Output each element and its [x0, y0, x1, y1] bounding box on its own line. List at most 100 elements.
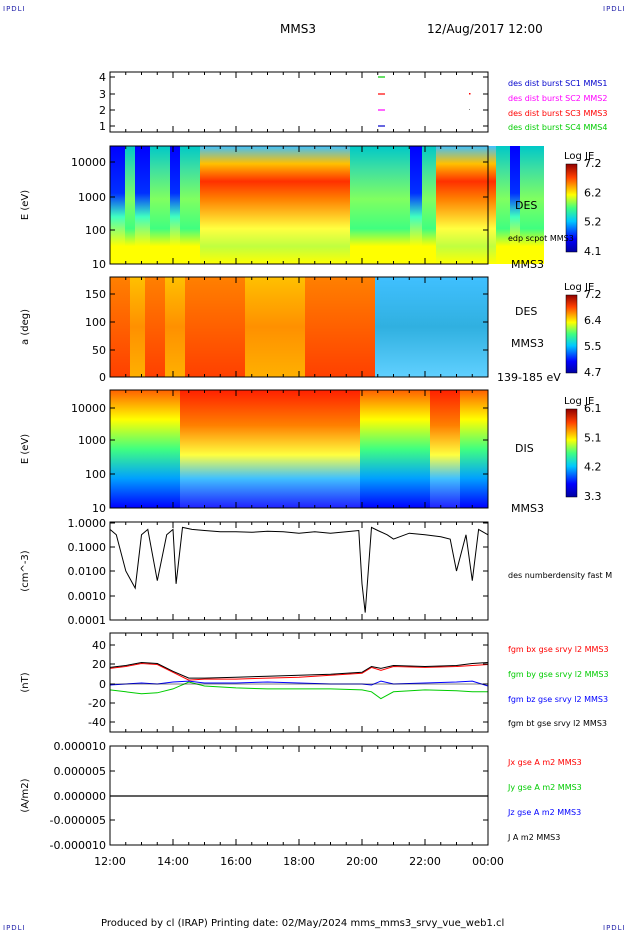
des_energy-band [520, 146, 528, 264]
des_energy-band [496, 146, 510, 264]
des_energy-band [436, 146, 496, 264]
dis_energy-ylabel: E (eV) [20, 434, 31, 464]
dis_energy-band [110, 390, 140, 508]
fgm-ytick-label: -40 [88, 716, 106, 729]
density-line [109, 526, 489, 613]
des_energy-label: DES [515, 199, 537, 212]
des_energy-band [410, 146, 422, 264]
dis_energy-band [310, 390, 360, 508]
des_pitch-colorbar-tick: 6.4 [584, 314, 602, 327]
des_energy-band [110, 146, 125, 264]
des_energy-colorbar-tick: 7.2 [584, 157, 602, 170]
dis_energy-colorbar-tick: 5.1 [584, 431, 602, 444]
des_pitch-colorbar-tick: 7.2 [584, 288, 602, 301]
des_pitch-ylabel: a (deg) [20, 309, 31, 345]
fgm-legend-item: fgm bz gse srvy l2 MMS3 [508, 695, 608, 704]
burst-legend-item: des dist burst SC2 MMS2 [508, 94, 607, 103]
dis_energy-label: DIS [515, 442, 534, 455]
density-ytick-label: 1.0000 [68, 517, 107, 530]
corner-mark-bottom-left: IPDLI [3, 924, 26, 932]
dis_energy-band [180, 390, 230, 508]
x-tick-label: 14:00 [157, 855, 189, 868]
des_energy-ytick-label: 10000 [71, 156, 106, 169]
fgm-series-line [109, 681, 488, 700]
des_energy-ytick-label: 100 [85, 224, 106, 237]
dis_energy-band [230, 390, 310, 508]
fgm-legend-item: fgm bx gse srvy l2 MMS3 [508, 645, 609, 654]
current-ytick-label: -0.000010 [50, 839, 106, 852]
x-tick-label: 20:00 [346, 855, 378, 868]
des_pitch-label: MMS3 [511, 337, 544, 350]
fgm-ytick-label: 20 [92, 658, 106, 671]
x-tick-label: 22:00 [409, 855, 441, 868]
des_energy-colorbar-tick: 5.2 [584, 216, 602, 229]
density-ytick-label: 0.0100 [68, 565, 107, 578]
des_energy-band [125, 146, 135, 264]
dis_energy-colorbar-tick: 3.3 [584, 490, 602, 503]
des_energy-ylabel: E (eV) [20, 190, 31, 220]
current-legend-item: Jx gse A m2 MMS3 [507, 758, 582, 767]
des_pitch-ytick-label: 100 [85, 316, 106, 329]
des_pitch-colorbar-tick: 5.5 [584, 340, 602, 353]
current-ylabel: (A/m2) [20, 778, 31, 812]
des_pitch-ytick-label: 150 [85, 288, 106, 301]
des_energy-band [528, 146, 544, 264]
des_pitch-band [365, 277, 375, 377]
des_pitch-band [110, 277, 130, 377]
des_energy-band [180, 146, 200, 264]
burst-ytick-label: 2 [99, 104, 106, 117]
fgm-ytick-label: -20 [88, 697, 106, 710]
x-tick-label: 12:00 [94, 855, 126, 868]
des_pitch-label: DES [515, 305, 537, 318]
fgm-ytick-label: 0 [99, 678, 106, 691]
burst-mark [469, 109, 470, 110]
des_energy-label: edp scpot MMS3 [508, 234, 574, 243]
des_pitch-band [185, 277, 245, 377]
des_pitch-band [455, 277, 488, 377]
des_energy-label: MMS3 [511, 258, 544, 271]
density-ytick-label: 0.1000 [68, 541, 107, 554]
corner-mark-top-right: IPDLI [603, 5, 626, 13]
des_pitch-band [375, 277, 385, 377]
burst-legend-item: des dist burst SC1 MMS1 [508, 79, 607, 88]
current-legend-item: Jz gse A m2 MMS3 [507, 808, 581, 817]
density-legend-item: des numberdensity fast M [508, 571, 612, 580]
density-ylabel: (cm^-3) [20, 550, 31, 591]
des_energy-band [170, 146, 180, 264]
current-legend-item: Jy gse A m2 MMS3 [507, 783, 582, 792]
current-ytick-label: 0.000010 [54, 740, 107, 753]
fgm-ylabel: (nT) [20, 672, 31, 692]
date-title: 12/Aug/2017 12:00 [427, 22, 543, 36]
des_pitch-colorbar-tick: 4.7 [584, 366, 602, 379]
burst-mark [469, 93, 471, 95]
burst-ytick-label: 3 [99, 88, 106, 101]
fgm-ytick-label: 40 [92, 639, 106, 652]
des_energy-band [290, 146, 350, 264]
des_energy-colorbar-tick: 6.2 [584, 186, 602, 199]
density-ytick-label: 0.0001 [68, 614, 107, 627]
burst-legend-item: des dist burst SC4 MMS4 [508, 123, 607, 132]
des_energy-colorbar-tick: 4.1 [584, 245, 602, 258]
dis_energy-colorbar-title: Log JE [564, 396, 594, 407]
des_pitch-band [130, 277, 145, 377]
des_pitch-colorbar [565, 294, 578, 374]
dis_energy-band [360, 390, 410, 508]
des_pitch-band [245, 277, 305, 377]
burst-frame [109, 71, 489, 133]
dis_energy-band [140, 390, 180, 508]
fgm-legend-item: fgm bt gse srvy l2 MMS3 [508, 719, 607, 728]
des_energy-band [430, 146, 436, 264]
corner-mark-top-left: IPDLI [3, 5, 26, 13]
dis_energy-ytick-label: 10000 [71, 402, 106, 415]
dis_energy-label: MMS3 [511, 502, 544, 515]
des_energy-band [422, 146, 430, 264]
des_pitch-band [165, 277, 185, 377]
dis_energy-band [410, 390, 430, 508]
dis_energy-colorbar [565, 408, 578, 498]
x-tick-label: 00:00 [472, 855, 504, 868]
dis_energy-band [430, 390, 460, 508]
x-tick-label: 18:00 [283, 855, 315, 868]
corner-mark-bottom-right: IPDLI [603, 924, 626, 932]
des_energy-band [135, 146, 150, 264]
